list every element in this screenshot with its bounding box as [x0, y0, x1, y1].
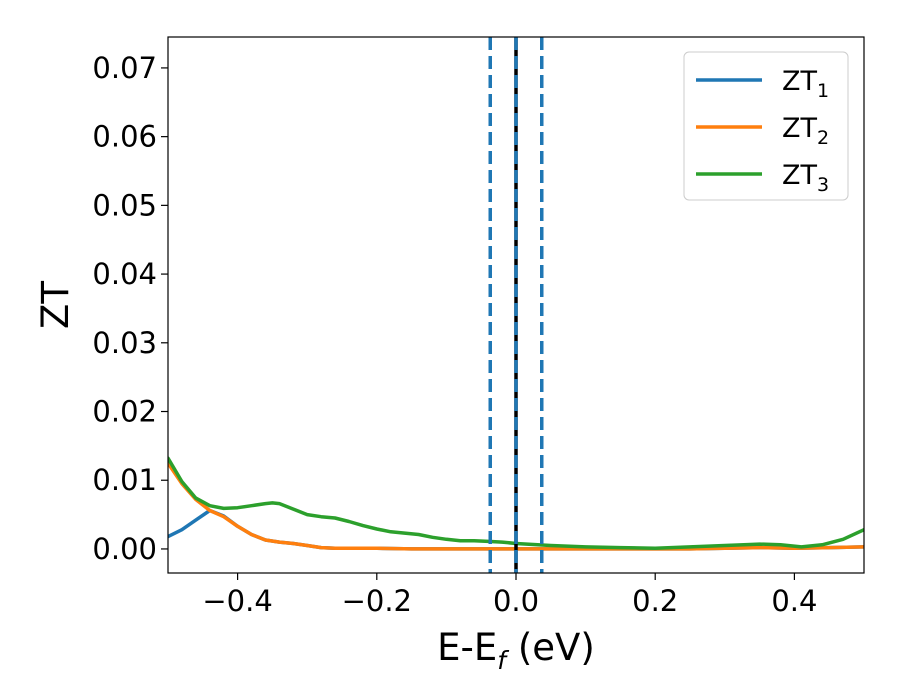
y-tick-label: 0.05: [92, 188, 157, 222]
y-tick-label: 0.07: [92, 51, 157, 85]
x-tick-label: 0.4: [771, 584, 817, 618]
reference-lines: [488, 37, 544, 573]
legend-box: [683, 51, 849, 201]
x-axis-label-unit: (eV): [506, 626, 595, 669]
legend-label-3: ZT3: [782, 160, 829, 196]
x-axis-label-main: E-E: [437, 626, 497, 669]
legend-label-subscript: 1: [817, 80, 829, 102]
x-tick-label: −0.2: [342, 584, 412, 618]
x-tick-label: −0.4: [202, 584, 272, 618]
y-tick-label: 0.03: [92, 326, 157, 360]
y-tick-label: 0.01: [92, 463, 157, 497]
legend-label-main: ZT: [782, 113, 817, 144]
y-tick-label: 0.00: [92, 532, 157, 566]
series-line-2: [168, 461, 864, 551]
x-axis-label: E-Ef (eV): [437, 626, 595, 675]
y-tick-label: 0.04: [92, 257, 157, 291]
legend-label-1: ZT1: [782, 66, 829, 102]
x-tick-label: 0.2: [632, 584, 678, 618]
y-axis-ticks: 0.00 0.01 0.02 0.03 0.04 0.05 0.06 0.07: [92, 51, 168, 566]
legend-label-2: ZT2: [782, 113, 829, 149]
y-tick-label: 0.02: [92, 395, 157, 429]
series-layer: [168, 456, 864, 551]
legend-label-subscript: 3: [817, 174, 829, 196]
x-tick-label: 0.0: [493, 584, 539, 618]
legend-label-main: ZT: [782, 66, 817, 97]
legend-label-subscript: 2: [817, 127, 829, 149]
y-tick-label: 0.06: [92, 120, 157, 154]
series-line-3: [168, 456, 864, 551]
x-axis-ticks: −0.4 −0.2 0.0 0.2 0.4: [202, 573, 817, 618]
y-axis-label: ZT: [34, 281, 77, 329]
legend-label-main: ZT: [782, 160, 817, 191]
